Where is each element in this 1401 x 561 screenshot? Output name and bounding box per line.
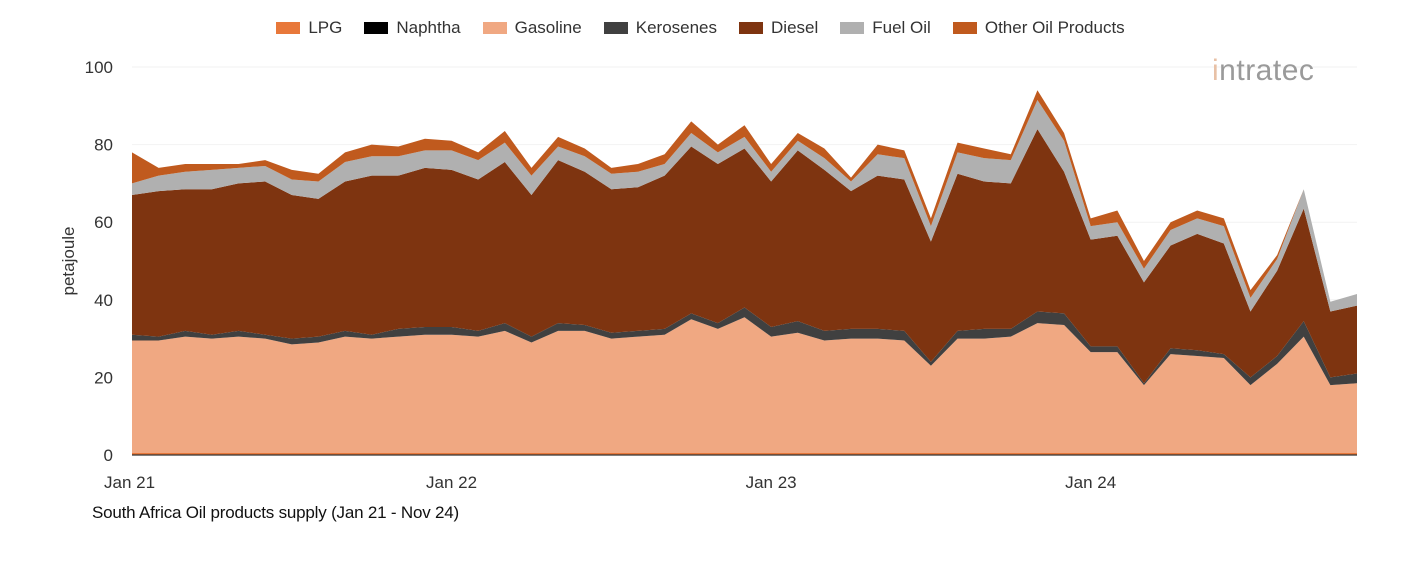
y-axis-label: petajoule (59, 226, 78, 295)
legend-item: Kerosenes (603, 18, 718, 38)
y-tick-label: 0 (104, 446, 113, 465)
x-tick-label: Jan 22 (426, 473, 477, 492)
legend-swatch (952, 22, 977, 34)
legend-label: Gasoline (514, 18, 582, 37)
area-gasoline (132, 317, 1357, 454)
legend-label: Other Oil Products (984, 18, 1125, 37)
y-tick-label: 100 (85, 58, 113, 77)
x-tick-label: Jan 24 (1065, 473, 1116, 492)
legend-item: Other Oil Products (952, 18, 1125, 38)
legend-swatch (739, 22, 764, 34)
legend-swatch (603, 22, 628, 34)
legend-item: LPG (276, 18, 342, 38)
legend-item: Gasoline (482, 18, 582, 38)
y-tick-label: 80 (94, 136, 113, 155)
legend-label: Fuel Oil (872, 18, 931, 37)
area-other-oil-products (132, 90, 1357, 302)
x-tick-label: Jan 23 (746, 473, 797, 492)
x-tick-label: Jan 21 (104, 473, 155, 492)
y-tick-label: 60 (94, 213, 113, 232)
legend-swatch (364, 22, 389, 34)
intratec-logo: intratec (1212, 54, 1315, 87)
legend-swatch (840, 22, 865, 34)
legend-label: Naphtha (396, 18, 461, 37)
legend-swatch (276, 22, 301, 34)
chart-title: South Africa Oil products supply (Jan 21… (92, 503, 460, 522)
legend-label: Kerosenes (635, 18, 718, 37)
y-tick-label: 40 (94, 291, 113, 310)
area-diesel (132, 129, 1357, 384)
legend-swatch (482, 22, 507, 34)
legend-item: Fuel Oil (840, 18, 931, 38)
legend-item: Diesel (739, 18, 818, 38)
legend-item: Naphtha (364, 18, 461, 38)
legend: LPG Naphtha Gasoline Kerosenes Diesel Fuel Oi… (0, 18, 1401, 38)
legend-label: LPG (308, 18, 343, 37)
area-fuel-oil (132, 99, 1357, 312)
legend-label: Diesel (771, 18, 819, 37)
y-tick-label: 20 (94, 368, 113, 387)
